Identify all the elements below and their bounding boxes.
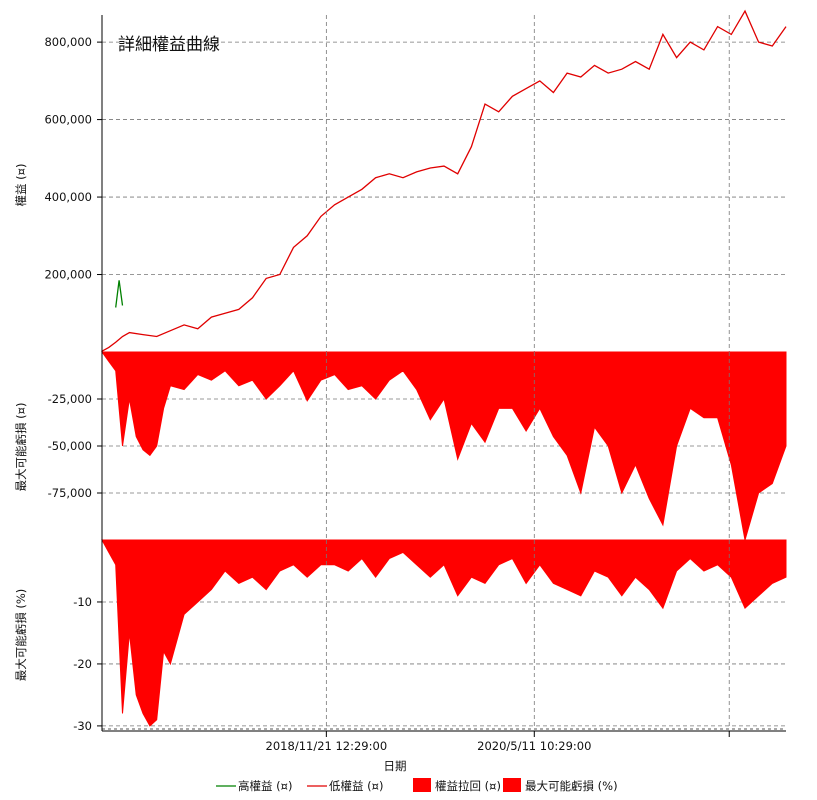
legend-item-label: 低權益 (¤)	[329, 779, 383, 793]
series-line	[101, 9, 787, 352]
equity-ylabel: 權益 (¤)	[14, 164, 28, 207]
x-tick-label: 2018/11/21 12:29:00	[266, 739, 388, 753]
drawdown-pct-panel: -10 -20 -30	[73, 539, 787, 733]
drawdown-pct-ylabel: 最大可能虧損 (%)	[14, 589, 28, 682]
legend: 高權益 (¤) 低權益 (¤) 權益拉回 (¤) 最大可能虧損 (%)	[216, 778, 618, 793]
y-tick-label: -30	[73, 719, 92, 733]
legend-item-label: 高權益 (¤)	[238, 779, 292, 793]
y-tick-label: -25,000	[48, 392, 92, 406]
y-tick-label: 400,000	[44, 190, 92, 204]
y-tick-label: 600,000	[44, 113, 92, 127]
equity-panel: 200,000 400,000 600,000 800,000	[44, 9, 787, 353]
y-tick-label: -50,000	[48, 439, 92, 453]
legend-item-label: 最大可能虧損 (%)	[525, 779, 618, 793]
x-axis: 2018/11/21 12:29:00 2020/5/11 10:29:00	[266, 731, 730, 753]
y-tick-label: -20	[73, 657, 92, 671]
series-area	[101, 539, 787, 727]
legend-swatch-box	[413, 778, 431, 792]
x-tick-label: 2020/5/11 10:29:00	[477, 739, 591, 753]
series-area	[101, 351, 787, 541]
y-tick-label: -10	[73, 595, 92, 609]
y-tick-label: 800,000	[44, 35, 92, 49]
y-tick-label: 200,000	[44, 268, 92, 282]
drawdown-ylabel: 最大可能虧損 (¤)	[14, 403, 28, 492]
x-axis-label: 日期	[384, 759, 407, 773]
legend-swatch-box	[503, 778, 521, 792]
y-tick-label: -75,000	[48, 486, 92, 500]
drawdown-panel: -25,000 -50,000 -75,000	[48, 351, 787, 541]
chart-title: 詳細權益曲線	[118, 35, 220, 55]
legend-item-label: 權益拉回 (¤)	[435, 779, 501, 793]
series-line	[115, 280, 124, 308]
